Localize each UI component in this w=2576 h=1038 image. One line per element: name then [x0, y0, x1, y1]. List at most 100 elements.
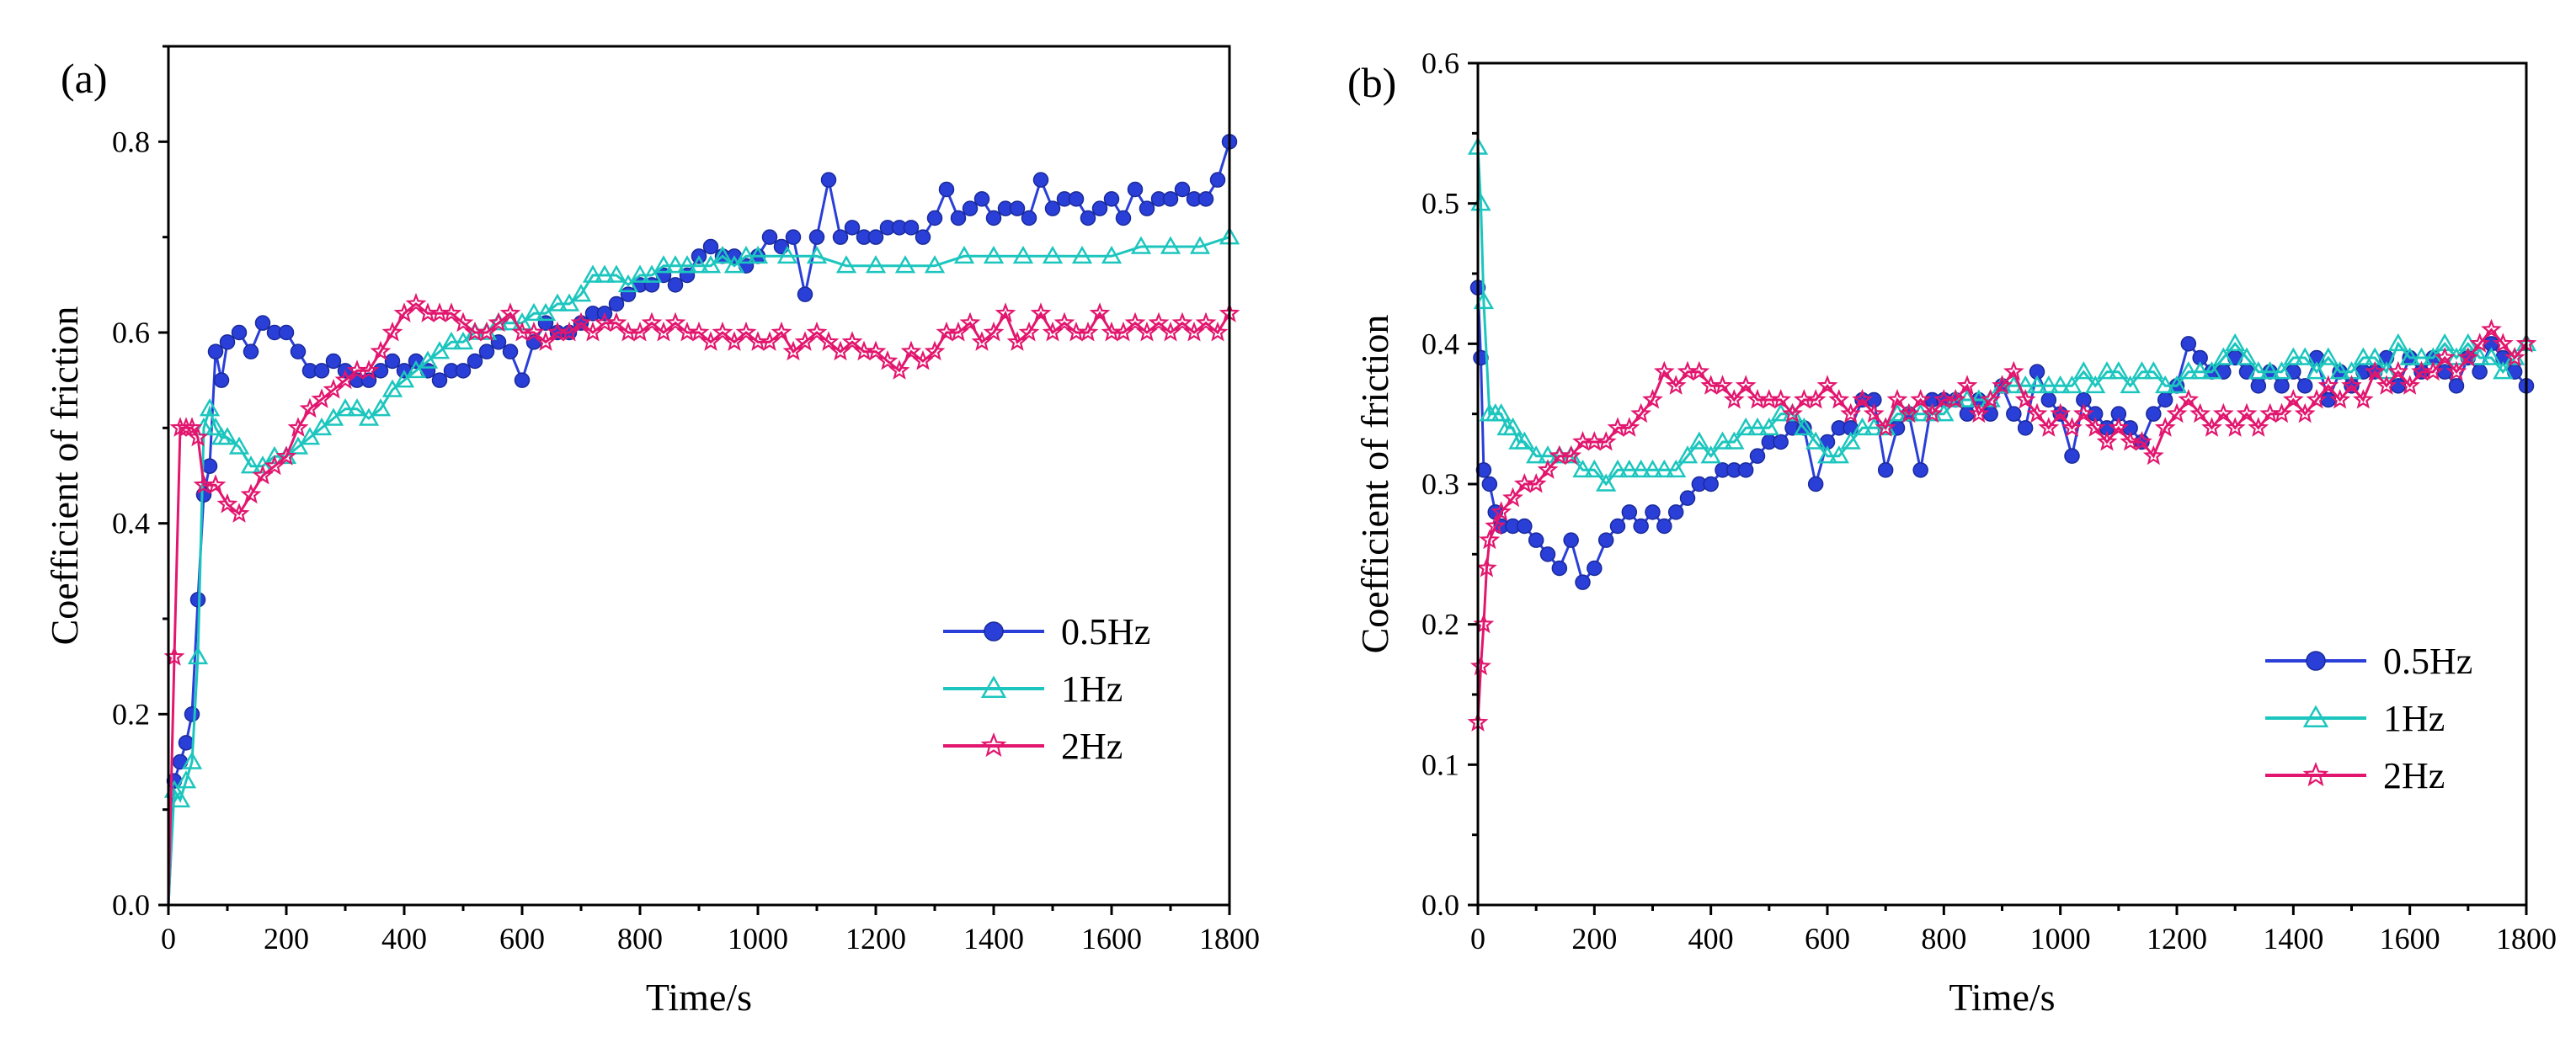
data-point — [2017, 420, 2034, 436]
x-tick-label: 0 — [1470, 922, 1485, 955]
data-point — [431, 372, 448, 388]
legend-marker — [980, 675, 1007, 698]
data-point — [1080, 210, 1096, 226]
data-point — [983, 245, 1005, 264]
data-point — [995, 302, 1016, 322]
data-point — [2434, 346, 2456, 367]
data-point — [1642, 388, 1663, 409]
data-point — [1737, 462, 1754, 478]
data-point — [2178, 388, 2200, 409]
data-point — [1174, 181, 1191, 198]
data-point — [2387, 333, 2408, 352]
data-point — [1770, 388, 1792, 409]
data-point — [776, 245, 798, 264]
data-point — [688, 255, 710, 274]
data-point — [2064, 448, 2080, 464]
data-point — [2271, 361, 2292, 380]
data-point — [735, 321, 757, 342]
data-point — [1030, 302, 1052, 322]
data-point — [2295, 347, 2316, 365]
x-tick-label: 1400 — [963, 922, 1024, 955]
data-point — [924, 340, 946, 361]
data-point — [2073, 361, 2094, 380]
data-point — [2236, 402, 2258, 423]
data-point — [2096, 361, 2118, 380]
data-point — [2271, 402, 2292, 423]
data-point — [278, 324, 295, 341]
data-point — [417, 350, 439, 369]
legend-label: 1Hz — [1061, 668, 1123, 710]
data-point — [240, 455, 262, 474]
data-point — [1782, 402, 1803, 423]
series-2Hz — [1467, 318, 2537, 732]
data-point — [1575, 574, 1591, 590]
data-point — [1910, 388, 1932, 409]
data-point — [1688, 360, 1710, 381]
data-point — [2329, 361, 2350, 380]
data-point — [1922, 403, 1943, 422]
legend-marker — [2302, 761, 2329, 786]
data-point — [2108, 361, 2129, 380]
data-point — [1068, 191, 1085, 207]
panel-label: (b) — [1347, 59, 1396, 106]
y-tick-label: 0.1 — [1421, 748, 1459, 781]
data-point — [676, 255, 698, 274]
data-point — [1189, 236, 1211, 254]
data-point — [1816, 375, 1838, 395]
data-point — [1875, 417, 1896, 437]
data-point — [175, 770, 197, 789]
data-point — [287, 417, 309, 437]
data-point — [1852, 417, 1873, 436]
data-point — [1124, 311, 1146, 333]
legend-marker — [2306, 651, 2326, 671]
data-point — [1517, 518, 1533, 535]
y-tick-label: 0.6 — [1421, 46, 1459, 80]
data-point — [594, 264, 616, 283]
data-point — [558, 293, 580, 311]
data-point — [429, 341, 451, 359]
data-point — [844, 220, 861, 236]
data-point — [287, 436, 309, 455]
data-point — [2157, 391, 2173, 408]
data-point — [1491, 501, 1512, 521]
data-point — [1042, 245, 1064, 264]
data-point — [2236, 347, 2258, 365]
legend: 0.5Hz 1Hz 2Hz — [943, 611, 1150, 767]
data-point — [2481, 347, 2502, 365]
data-point — [1736, 417, 1757, 436]
chart-panel-b: 0 200 400 600 800 1000 1200 1400 1600 1800 0.0 0.1 0… — [1347, 46, 2557, 1019]
data-point — [1032, 172, 1049, 188]
data-point — [2050, 402, 2072, 423]
data-point — [1481, 476, 1498, 492]
x-tick-label: 400 — [1688, 922, 1734, 955]
data-point — [488, 312, 509, 331]
data-point — [372, 363, 389, 379]
data-point — [187, 426, 209, 447]
x-tick-label: 800 — [617, 922, 663, 955]
data-point — [1502, 487, 1523, 508]
data-point — [1875, 417, 1896, 436]
data-point — [1587, 560, 1603, 577]
data-point — [313, 363, 330, 379]
data-point — [926, 210, 943, 226]
data-point — [405, 292, 427, 313]
data-point — [181, 417, 203, 437]
data-point — [2201, 361, 2222, 380]
data-point — [2096, 430, 2118, 451]
data-point — [1703, 476, 1719, 492]
panel-label: (a) — [61, 55, 108, 102]
y-tick-label: 0.3 — [1421, 467, 1459, 501]
data-point — [1645, 504, 1661, 520]
data-point — [2248, 361, 2269, 380]
y-tick-label: 0.0 — [112, 888, 150, 922]
data-point — [924, 255, 946, 274]
data-point — [735, 245, 757, 264]
x-tick-label: 1000 — [728, 922, 788, 955]
data-point — [1807, 476, 1824, 492]
data-point — [2399, 375, 2421, 395]
data-point — [605, 311, 627, 333]
legend-item-1Hz: 1Hz — [2265, 698, 2445, 739]
data-point — [888, 359, 910, 380]
data-point — [2166, 402, 2188, 423]
data-point — [1476, 556, 1497, 578]
